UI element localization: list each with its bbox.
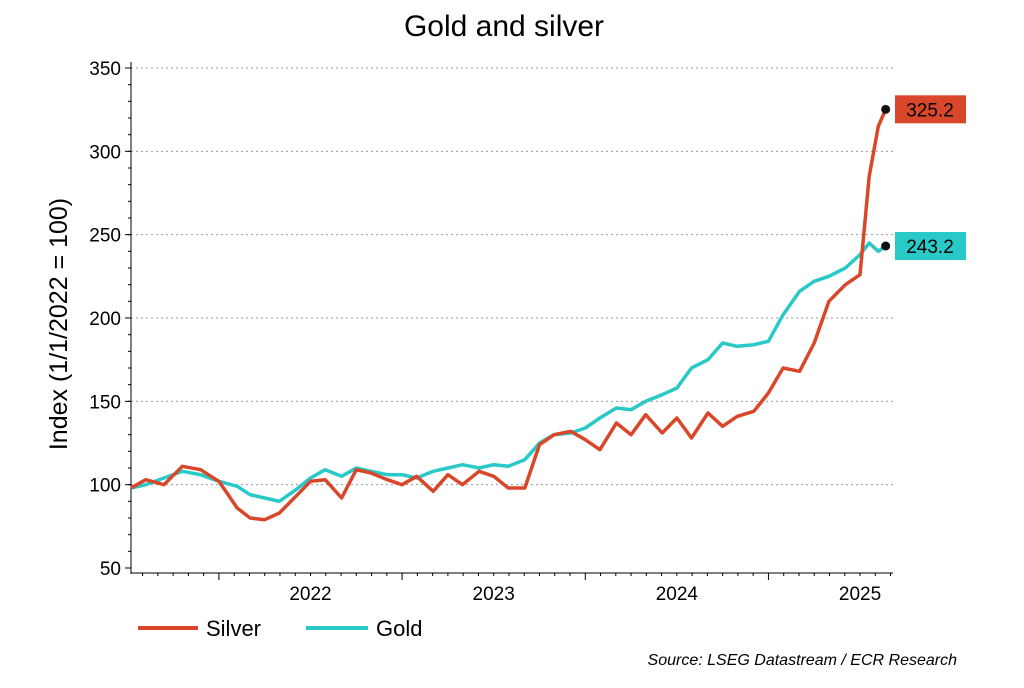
end-marker-silver	[881, 104, 891, 114]
x-tick-label: 2025	[839, 584, 881, 605]
chart-title: Gold and silver	[404, 10, 604, 43]
y-tick-label: 350	[89, 59, 121, 80]
legend-label-silver: Silver	[206, 616, 261, 641]
end-label-box-gold	[895, 232, 966, 260]
legend: Silver Gold	[138, 616, 422, 641]
end-marker-gold	[881, 241, 891, 251]
end-label-box-silver	[895, 95, 966, 124]
y-axis-ticks: 50 100 150 200 250 300 350	[89, 59, 131, 580]
legend-label-gold: Gold	[376, 616, 422, 641]
y-tick-label: 50	[100, 559, 121, 580]
gridlines	[131, 67, 893, 486]
end-label-silver: 325.2	[906, 100, 954, 121]
x-axis-ticks: 2022 2023 2024 2025	[142, 573, 892, 605]
series-line-silver	[130, 108, 888, 522]
source-note: Source: LSEG Datastream / ECR Research	[648, 652, 958, 669]
y-axis-label: Index (1/1/2022 = 100)	[45, 198, 73, 450]
y-tick-label: 300	[89, 142, 121, 163]
x-tick-label: 2024	[656, 584, 699, 605]
x-tick-label: 2023	[473, 584, 515, 605]
series-layer	[130, 104, 891, 522]
y-tick-label: 100	[89, 476, 121, 497]
y-tick-label: 200	[89, 309, 121, 330]
series-line-gold	[130, 241, 887, 504]
y-tick-label: 150	[89, 392, 121, 413]
end-label-gold: 243.2	[906, 237, 954, 258]
y-tick-label: 250	[89, 226, 121, 247]
end-labels: 325.2 243.2	[895, 95, 966, 260]
x-tick-label: 2022	[289, 584, 331, 605]
